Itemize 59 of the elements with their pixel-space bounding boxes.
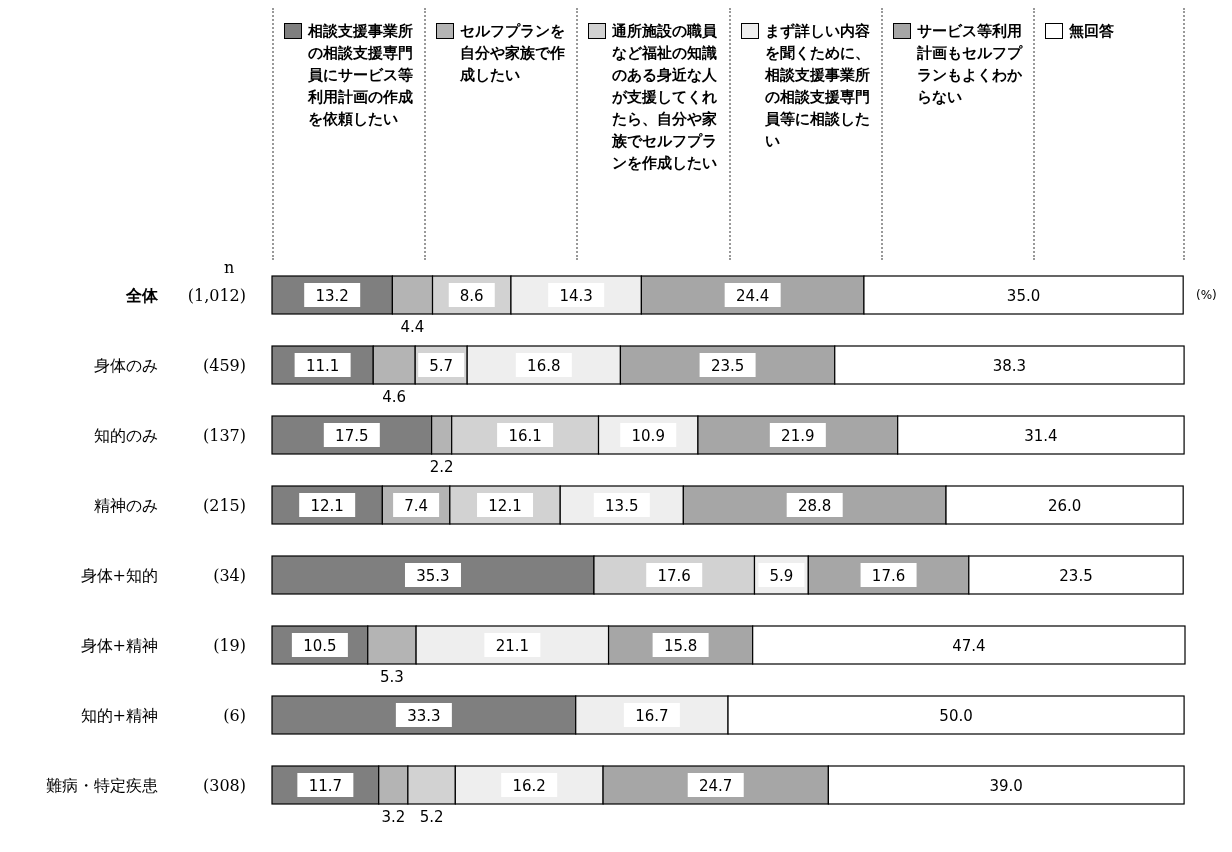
data-label: 28.8 — [797, 497, 832, 515]
category-label: 知的+精神 (6) — [80, 706, 246, 725]
data-label: 50.0 — [939, 707, 973, 725]
data-label: 13.2 — [315, 287, 349, 305]
data-label: 23.5 — [1059, 567, 1093, 585]
data-label: 35.0 — [1006, 287, 1041, 305]
data-label: 47.4 — [952, 637, 986, 655]
category-label: 精神のみ (215) — [94, 496, 246, 515]
data-label: 33.3 — [407, 707, 441, 725]
data-label: 8.6 — [459, 287, 484, 305]
data-label: 12.1 — [310, 497, 344, 515]
data-label: 3.2 — [381, 808, 406, 826]
category-label: 知的のみ (137) — [94, 426, 246, 445]
text: n — [224, 258, 235, 277]
data-label: 10.5 — [303, 637, 337, 655]
data-label: 14.3 — [559, 287, 593, 305]
data-label: 4.6 — [382, 388, 407, 406]
data-label: 16.1 — [508, 427, 542, 445]
category-label: 身体+知的 (34) — [80, 566, 246, 585]
data-label: 16.2 — [512, 777, 546, 795]
data-label: 35.3 — [416, 567, 450, 585]
legend-label: 相談支援事業所の相談支援専門員にサービス等利用計画の作成を依頼したい — [308, 21, 414, 130]
data-label: 21.9 — [781, 427, 815, 445]
data-label: 2.2 — [429, 458, 454, 476]
category-label: 難病・特定疾患 (308) — [46, 776, 246, 795]
category-label: 全体 (1,012) — [126, 286, 246, 305]
data-label: 23.5 — [710, 357, 745, 375]
data-label: 17.6 — [871, 567, 906, 585]
data-label: 12.1 — [488, 497, 522, 515]
data-label: 11.1 — [305, 357, 340, 375]
data-label: 13.5 — [605, 497, 639, 515]
text: (%) — [1196, 288, 1217, 302]
data-label: 17.5 — [335, 427, 369, 445]
legend-label: サービス等利用計画もセルフプランもよくわからない — [916, 21, 1024, 108]
data-label: 4.4 — [400, 318, 425, 336]
data-label: 7.4 — [404, 497, 429, 515]
category-label: 身体のみ (459) — [94, 356, 246, 375]
data-label: 15.8 — [663, 637, 698, 655]
data-label: 26.0 — [1047, 497, 1082, 515]
data-label: 5.3 — [380, 668, 404, 686]
data-label: 10.9 — [631, 427, 665, 445]
data-label: 17.6 — [657, 567, 691, 585]
data-label: 21.1 — [495, 637, 530, 655]
legend-label: 通所施設の職員など福祉の知識のある身近な人が支援してくれたら、自分や家族でセルフプランを作成したい — [612, 21, 719, 174]
data-label: 24.7 — [699, 777, 733, 795]
data-label: 11.7 — [308, 777, 343, 795]
data-label: 31.4 — [1024, 427, 1058, 445]
category-label: 身体+精神 (19) — [80, 636, 246, 655]
data-label: 39.0 — [989, 777, 1023, 795]
data-label: 16.8 — [527, 357, 561, 375]
data-label: 16.7 — [635, 707, 669, 725]
legend-label: セルフプランを自分や家族で作成したい — [460, 21, 567, 86]
data-label: 24.4 — [735, 287, 770, 305]
data-label: 5.9 — [769, 567, 794, 585]
data-label: 38.3 — [992, 357, 1027, 375]
legend-label: 無回答 — [1068, 21, 1114, 42]
legend-label: まず詳しい内容を聞くために、相談支援事業所の相談支援専門員等に相談したい — [764, 21, 871, 152]
data-label: 5.7 — [429, 357, 454, 375]
data-label: 5.2 — [419, 808, 444, 826]
